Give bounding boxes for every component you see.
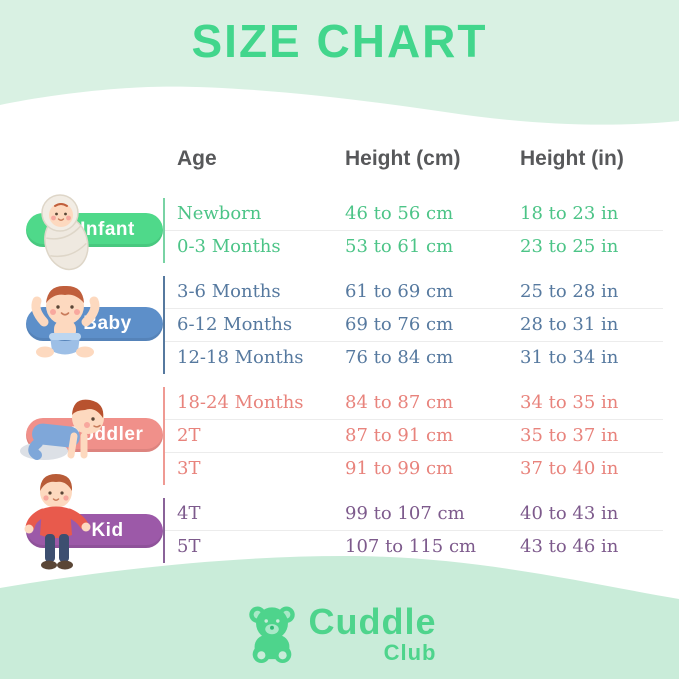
table-row: 3-6 Months 61 to 69 cm 25 to 28 in [165, 276, 663, 308]
table-row: 3T 91 to 99 cm 37 to 40 in [165, 452, 663, 485]
table-row: 2T 87 to 91 cm 35 to 37 in [165, 419, 663, 452]
group-baby-left: Baby [18, 276, 163, 374]
group-toddler: Toddler 18-24 Months 84 to 87 [18, 387, 663, 485]
age-cell: 6-12 Months [177, 314, 293, 335]
age-cell: 4T [177, 503, 201, 524]
height-in-cell: 37 to 40 in [520, 458, 619, 479]
height-in-cell: 43 to 46 in [520, 536, 619, 557]
table-header-row: Age Height (cm) Height (in) [18, 142, 663, 176]
page-title: SIZE CHART [191, 15, 488, 67]
column-header-age: Age [177, 147, 217, 170]
table-row: 0-3 Months 53 to 61 cm 23 to 25 in [165, 230, 663, 263]
brand-logo: Cuddle Club [0, 603, 679, 665]
height-in-cell: 35 to 37 in [520, 425, 619, 446]
age-cell: 3-6 Months [177, 281, 281, 302]
height-cm-cell: 53 to 61 cm [345, 236, 454, 257]
table-row: Newborn 46 to 56 cm 18 to 23 in [165, 198, 663, 230]
baby-rows: 3-6 Months 61 to 69 cm 25 to 28 in 6-12 … [163, 276, 663, 374]
toddler-illustration [20, 399, 104, 460]
header-spacer [18, 142, 177, 176]
column-header-height-cm: Height (cm) [345, 147, 461, 170]
kid-rows: 4T 99 to 107 cm 40 to 43 in 5T 107 to 11… [163, 498, 663, 563]
group-kid-left: Kid [18, 474, 163, 570]
toddler-rows: 18-24 Months 84 to 87 cm 34 to 35 in 2T … [163, 387, 663, 485]
teddy-bear-icon [248, 606, 295, 663]
group-infant-left: Infant [18, 194, 163, 271]
baby-illustration [31, 285, 100, 358]
table-row: 12-18 Months 76 to 84 cm 31 to 34 in [165, 341, 663, 374]
height-in-cell: 34 to 35 in [520, 392, 619, 413]
table-row: 4T 99 to 107 cm 40 to 43 in [165, 498, 663, 530]
bottom-wave-band [0, 556, 679, 679]
height-cm-cell: 107 to 115 cm [345, 536, 477, 557]
height-in-cell: 23 to 25 in [520, 236, 619, 257]
table-row: 18-24 Months 84 to 87 cm 34 to 35 in [165, 387, 663, 419]
group-kid: Kid [18, 474, 663, 570]
group-infant: Infant [18, 194, 663, 271]
height-in-cell: 31 to 34 in [520, 347, 619, 368]
size-table: Age Height (cm) Height (in) Infant [18, 142, 663, 570]
brand-name: Cuddle [308, 601, 437, 642]
age-cell: 3T [177, 458, 201, 479]
brand-subname: Club [383, 640, 437, 665]
age-cell: 18-24 Months [177, 392, 304, 413]
infant-rows: Newborn 46 to 56 cm 18 to 23 in 0-3 Mont… [163, 198, 663, 263]
age-cell: 2T [177, 425, 201, 446]
column-header-height-in: Height (in) [520, 147, 624, 170]
infant-illustration [41, 194, 89, 271]
height-cm-cell: 91 to 99 cm [345, 458, 454, 479]
group-baby: Baby [18, 276, 663, 374]
height-cm-cell: 69 to 76 cm [345, 314, 454, 335]
height-cm-cell: 76 to 84 cm [345, 347, 454, 368]
height-in-cell: 25 to 28 in [520, 281, 619, 302]
age-cell: 5T [177, 536, 201, 557]
top-wave-band [0, 0, 679, 125]
age-cell: 12-18 Months [177, 347, 304, 368]
height-cm-cell: 46 to 56 cm [345, 203, 454, 224]
kid-illustration [24, 474, 91, 570]
height-cm-cell: 99 to 107 cm [345, 503, 465, 524]
height-cm-cell: 61 to 69 cm [345, 281, 454, 302]
height-in-cell: 40 to 43 in [520, 503, 619, 524]
group-toddler-left: Toddler [18, 387, 163, 485]
height-cm-cell: 84 to 87 cm [345, 392, 454, 413]
height-in-cell: 18 to 23 in [520, 203, 619, 224]
table-row: 5T 107 to 115 cm 43 to 46 in [165, 530, 663, 563]
age-cell: 0-3 Months [177, 236, 281, 257]
height-cm-cell: 87 to 91 cm [345, 425, 454, 446]
table-row: 6-12 Months 69 to 76 cm 28 to 31 in [165, 308, 663, 341]
height-in-cell: 28 to 31 in [520, 314, 619, 335]
age-cell: Newborn [177, 203, 262, 224]
brand-logo-text: Cuddle Club [309, 603, 437, 665]
